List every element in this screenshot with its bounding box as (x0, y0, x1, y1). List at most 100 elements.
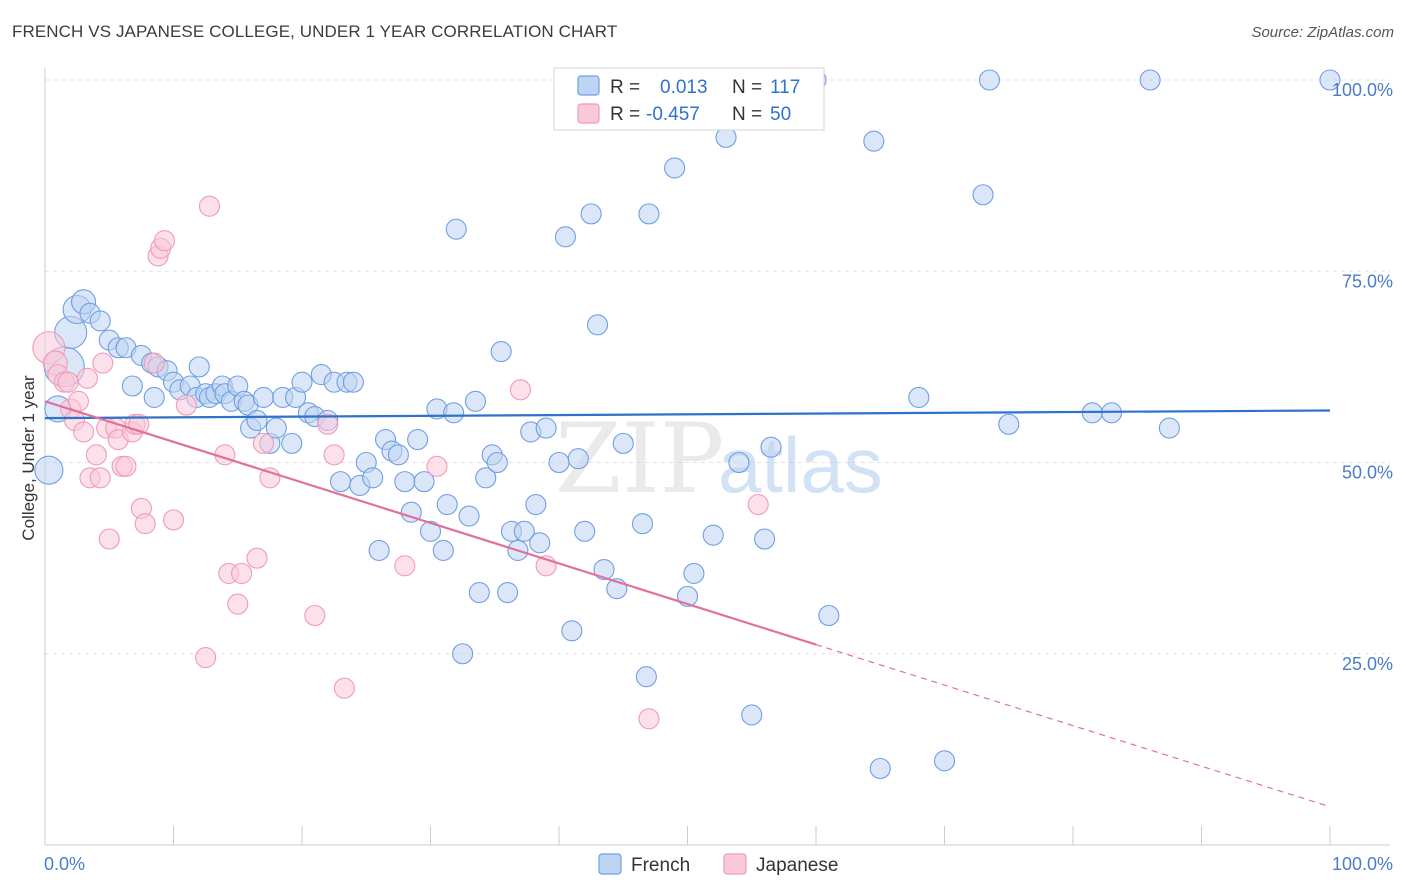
x-tick-labels: 0.0% 100.0% (44, 854, 1393, 874)
french-point (445, 218, 467, 240)
x-tick-label-start: 0.0% (44, 854, 85, 874)
legend-japanese-r-value: -0.457 (646, 104, 700, 125)
bottom-legend-japanese-swatch (723, 853, 747, 875)
french-point (436, 494, 458, 516)
french-point (638, 203, 660, 225)
french-point (664, 157, 686, 179)
french-point (548, 451, 570, 474)
french-point (400, 501, 422, 523)
french-point (760, 436, 782, 458)
french-point (580, 203, 602, 225)
y-tick-labels: 25.0% 50.0% 75.0% 100.0% (1332, 80, 1393, 674)
series-legend: French Japanese (598, 853, 838, 876)
french-point (525, 494, 547, 516)
french-point (612, 432, 634, 454)
japanese-point (115, 455, 137, 477)
japanese-point (252, 432, 275, 454)
french-point (567, 448, 589, 470)
french-point (631, 513, 654, 535)
japanese-point (57, 371, 79, 393)
french-point (464, 390, 487, 412)
japanese-point (76, 367, 98, 389)
x-tick-label-end: 100.0% (1332, 854, 1393, 874)
y-tick-label: 50.0% (1342, 463, 1393, 483)
legend-french-n-value: 117 (770, 77, 800, 98)
source-label: Source: ZipAtlas.com (1251, 24, 1394, 41)
french-point (978, 69, 1001, 91)
french-point (458, 505, 480, 527)
french-point (407, 428, 429, 451)
french-point (89, 310, 111, 332)
french-point (265, 417, 287, 439)
japanese-point (317, 413, 339, 435)
french-point (497, 581, 519, 604)
french-point (1319, 69, 1341, 91)
french-point (754, 528, 776, 550)
legend-japanese-n-label: N = (732, 104, 762, 125)
japanese-points (32, 195, 769, 730)
french-point (387, 444, 409, 466)
legend-french-r-value: 0.013 (660, 77, 708, 98)
french-point (443, 402, 465, 424)
french-point (702, 524, 724, 546)
japanese-point (198, 195, 221, 217)
french-point (468, 581, 490, 604)
japanese-point (333, 677, 355, 699)
y-tick-label: 100.0% (1332, 80, 1393, 100)
french-point (863, 130, 885, 152)
japanese-point (426, 455, 448, 477)
french-point (1139, 69, 1161, 91)
french-point (869, 757, 891, 780)
french-point (342, 371, 364, 393)
french-point (683, 562, 705, 584)
french-point (586, 314, 609, 336)
french-point (561, 620, 583, 642)
legend-japanese-r-label: R = (610, 104, 640, 125)
bottom-legend-japanese-label: Japanese (756, 855, 838, 876)
french-point (246, 409, 268, 431)
japanese-point (394, 555, 416, 577)
french-point (121, 375, 143, 397)
japanese-point (143, 352, 165, 374)
french-point (908, 386, 930, 409)
french-point (143, 386, 165, 409)
french-point (188, 356, 210, 378)
french-point (593, 559, 615, 581)
legend-french-swatch (577, 75, 600, 96)
japanese-point (134, 513, 156, 535)
french-point (574, 520, 596, 542)
legend-japanese-swatch (577, 103, 600, 124)
y-axis-title: College, Under 1 year (19, 375, 38, 541)
french-point (529, 532, 551, 554)
french-point (475, 467, 497, 489)
japanese-point (638, 708, 660, 730)
french-point (513, 520, 535, 542)
japanese-point (85, 444, 107, 466)
bottom-legend-french-label: French (631, 855, 690, 876)
french-point (490, 341, 512, 363)
japanese-point (246, 547, 268, 569)
french-point (933, 750, 956, 772)
japanese-point (73, 421, 95, 443)
french-point (394, 471, 416, 493)
japanese-point (89, 467, 111, 489)
japanese-point (231, 562, 253, 584)
french-point (535, 417, 557, 439)
french-point (972, 184, 994, 206)
french-point (34, 455, 64, 485)
french-point (413, 471, 435, 493)
french-point (452, 643, 474, 665)
french-point (432, 539, 454, 562)
japanese-point (509, 379, 532, 401)
bottom-legend-french-swatch (598, 853, 622, 875)
french-point (329, 471, 352, 493)
french-point (362, 467, 384, 489)
watermark: ZIP atlas (555, 403, 883, 515)
japanese-point (747, 494, 769, 516)
y-tick-label: 75.0% (1342, 271, 1393, 291)
japanese-point (153, 230, 176, 252)
japanese-trend-line (44, 400, 817, 646)
trend-lines (44, 400, 1331, 808)
japanese-point (92, 352, 114, 374)
chart-title: FRENCH VS JAPANESE COLLEGE, UNDER 1 YEAR… (12, 22, 618, 41)
